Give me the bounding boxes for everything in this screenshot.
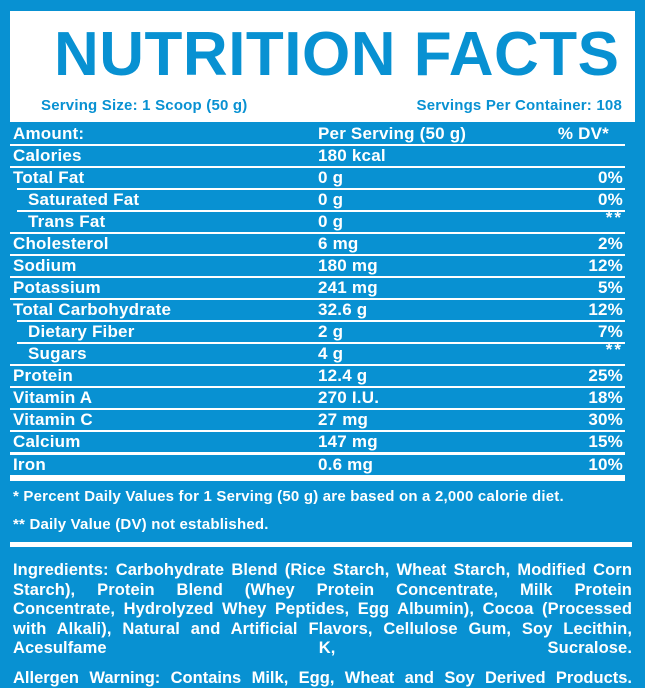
- table-row: Vitamin C 27 mg 30%: [10, 410, 625, 430]
- nutrient-amount: 180 kcal: [318, 149, 553, 163]
- nutrient-amount: 0 g: [318, 193, 553, 207]
- not-established-asterisks: **: [606, 208, 623, 227]
- nutrition-table: Amount: Per Serving (50 g) % DV* Calorie…: [10, 124, 625, 481]
- table-header-row: Amount: Per Serving (50 g) % DV*: [10, 124, 625, 144]
- not-established-asterisks: **: [606, 340, 623, 359]
- nutrient-daily-value: 30%: [553, 413, 623, 427]
- nutrient-daily-value: **: [553, 347, 623, 361]
- nutrient-amount: 241 mg: [318, 281, 553, 295]
- nutrient-name: Cholesterol: [13, 237, 318, 251]
- nutrient-amount: 4 g: [318, 347, 553, 361]
- nutrient-name: Vitamin A: [13, 391, 318, 405]
- table-row: Total Fat 0 g 0%: [10, 168, 625, 188]
- nutrient-name: Total Carbohydrate: [13, 303, 318, 317]
- nutrient-amount: 27 mg: [318, 413, 553, 427]
- table-row: Calcium 147 mg 15%: [10, 432, 625, 452]
- table-row: Saturated Fat 0 g 0%: [10, 190, 625, 210]
- nutrient-amount: 6 mg: [318, 237, 553, 251]
- section-divider: [10, 542, 632, 547]
- nutrient-amount: 0.6 mg: [318, 458, 553, 472]
- column-header-dv: % DV*: [539, 127, 623, 141]
- page-title: NUTRITION FACTS: [54, 24, 619, 86]
- nutrition-label: NUTRITION FACTS Serving Size: 1 Scoop (5…: [0, 11, 645, 675]
- column-header-per-serving: Per Serving (50 g): [318, 127, 539, 141]
- row-divider: [10, 475, 625, 481]
- nutrient-daily-value: 0%: [553, 171, 623, 185]
- nutrient-name: Sodium: [13, 259, 318, 273]
- nutrient-name: Calcium: [13, 435, 318, 449]
- table-row: Calories 180 kcal: [10, 146, 625, 166]
- serving-info-row: Serving Size: 1 Scoop (50 g) Servings Pe…: [41, 97, 622, 114]
- nutrient-daily-value: 7%: [553, 325, 623, 339]
- ingredients-text: Ingredients: Carbohydrate Blend (Rice St…: [13, 561, 632, 659]
- nutrient-amount: 270 I.U.: [318, 391, 553, 405]
- nutrient-daily-value: **: [553, 215, 623, 229]
- nutrient-daily-value: 2%: [553, 237, 623, 251]
- footnote-dv-not-established: ** Daily Value (DV) not established.: [13, 515, 632, 535]
- footnote-daily-values: * Percent Daily Values for 1 Serving (50…: [13, 487, 632, 507]
- table-row: Dietary Fiber 2 g 7%: [10, 322, 625, 342]
- footnotes-section: * Percent Daily Values for 1 Serving (50…: [13, 487, 632, 534]
- table-row: Cholesterol 6 mg 2%: [10, 234, 625, 254]
- table-row: Vitamin A 270 I.U. 18%: [10, 388, 625, 408]
- nutrient-name: Calories: [13, 149, 318, 163]
- nutrient-name: Saturated Fat: [13, 193, 318, 207]
- nutrient-amount: 0 g: [318, 171, 553, 185]
- nutrient-daily-value: 15%: [553, 435, 623, 449]
- nutrient-name: Vitamin C: [13, 413, 318, 427]
- nutrient-name: Potassium: [13, 281, 318, 295]
- nutrient-amount: 180 mg: [318, 259, 553, 273]
- table-row: Potassium 241 mg 5%: [10, 278, 625, 298]
- nutrient-name: Dietary Fiber: [13, 325, 318, 339]
- nutrient-amount: 2 g: [318, 325, 553, 339]
- nutrient-daily-value: 12%: [553, 303, 623, 317]
- table-row: Sugars 4 g **: [10, 344, 625, 364]
- label-header: NUTRITION FACTS Serving Size: 1 Scoop (5…: [10, 11, 635, 122]
- nutrient-amount: 147 mg: [318, 435, 553, 449]
- nutrient-name: Sugars: [13, 347, 318, 361]
- nutrient-daily-value: 5%: [553, 281, 623, 295]
- nutrient-daily-value: 10%: [553, 458, 623, 472]
- servings-per-container-text: Servings Per Container: 108: [417, 97, 622, 114]
- nutrient-amount: 32.6 g: [318, 303, 553, 317]
- nutrient-amount: 0 g: [318, 215, 553, 229]
- table-row: Iron 0.6 mg 10%: [10, 455, 625, 475]
- nutrient-name: Total Fat: [13, 171, 318, 185]
- nutrient-daily-value: 18%: [553, 391, 623, 405]
- allergen-warning-text: Allergen Warning: Contains Milk, Egg, Wh…: [13, 669, 632, 688]
- serving-size-text: Serving Size: 1 Scoop (50 g): [41, 97, 247, 114]
- nutrient-daily-value: 12%: [553, 259, 623, 273]
- column-header-amount: Amount:: [13, 127, 318, 141]
- nutrient-name: Protein: [13, 369, 318, 383]
- table-row: Sodium 180 mg 12%: [10, 256, 625, 276]
- table-row: Trans Fat 0 g **: [10, 212, 625, 232]
- table-row: Total Carbohydrate 32.6 g 12%: [10, 300, 625, 320]
- nutrient-daily-value: 0%: [553, 193, 623, 207]
- nutrient-daily-value: 25%: [553, 369, 623, 383]
- nutrient-name: Trans Fat: [13, 215, 318, 229]
- nutrient-amount: 12.4 g: [318, 369, 553, 383]
- nutrient-name: Iron: [13, 458, 318, 472]
- table-row: Protein 12.4 g 25%: [10, 366, 625, 386]
